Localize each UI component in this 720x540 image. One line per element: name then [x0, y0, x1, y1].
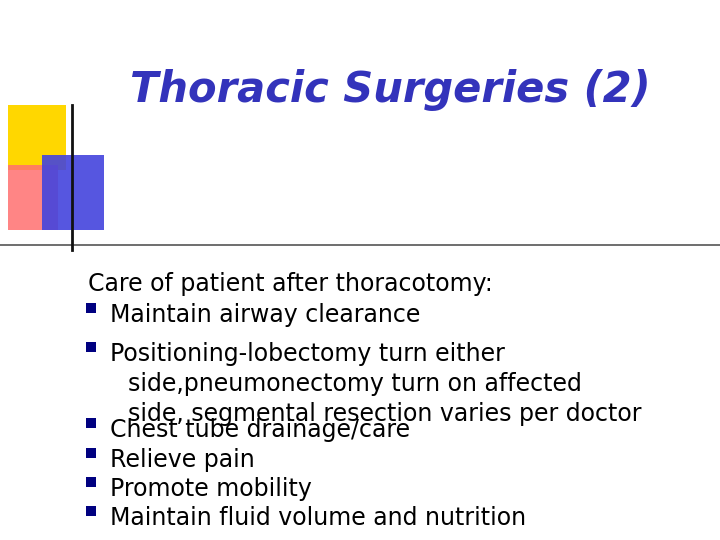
Bar — [8, 165, 58, 230]
Text: side, segmental resection varies per doctor: side, segmental resection varies per doc… — [128, 402, 642, 426]
Text: Thoracic Surgeries (2): Thoracic Surgeries (2) — [130, 69, 650, 111]
Bar — [86, 448, 96, 458]
Bar — [86, 303, 96, 313]
Text: Chest tube drainage/care: Chest tube drainage/care — [110, 418, 410, 442]
Text: Maintain fluid volume and nutrition: Maintain fluid volume and nutrition — [110, 506, 526, 530]
Text: Promote mobility: Promote mobility — [110, 477, 312, 501]
Text: Positioning-lobectomy turn either: Positioning-lobectomy turn either — [110, 342, 505, 366]
Text: Care of patient after thoracotomy:: Care of patient after thoracotomy: — [88, 272, 492, 296]
Bar — [42, 155, 104, 230]
Bar — [8, 105, 66, 170]
Bar — [86, 477, 96, 487]
Bar — [86, 506, 96, 516]
Text: Maintain airway clearance: Maintain airway clearance — [110, 303, 420, 327]
Bar — [86, 342, 96, 352]
Text: side,pneumonectomy turn on affected: side,pneumonectomy turn on affected — [128, 372, 582, 396]
Text: Relieve pain: Relieve pain — [110, 448, 255, 472]
Bar — [86, 418, 96, 428]
